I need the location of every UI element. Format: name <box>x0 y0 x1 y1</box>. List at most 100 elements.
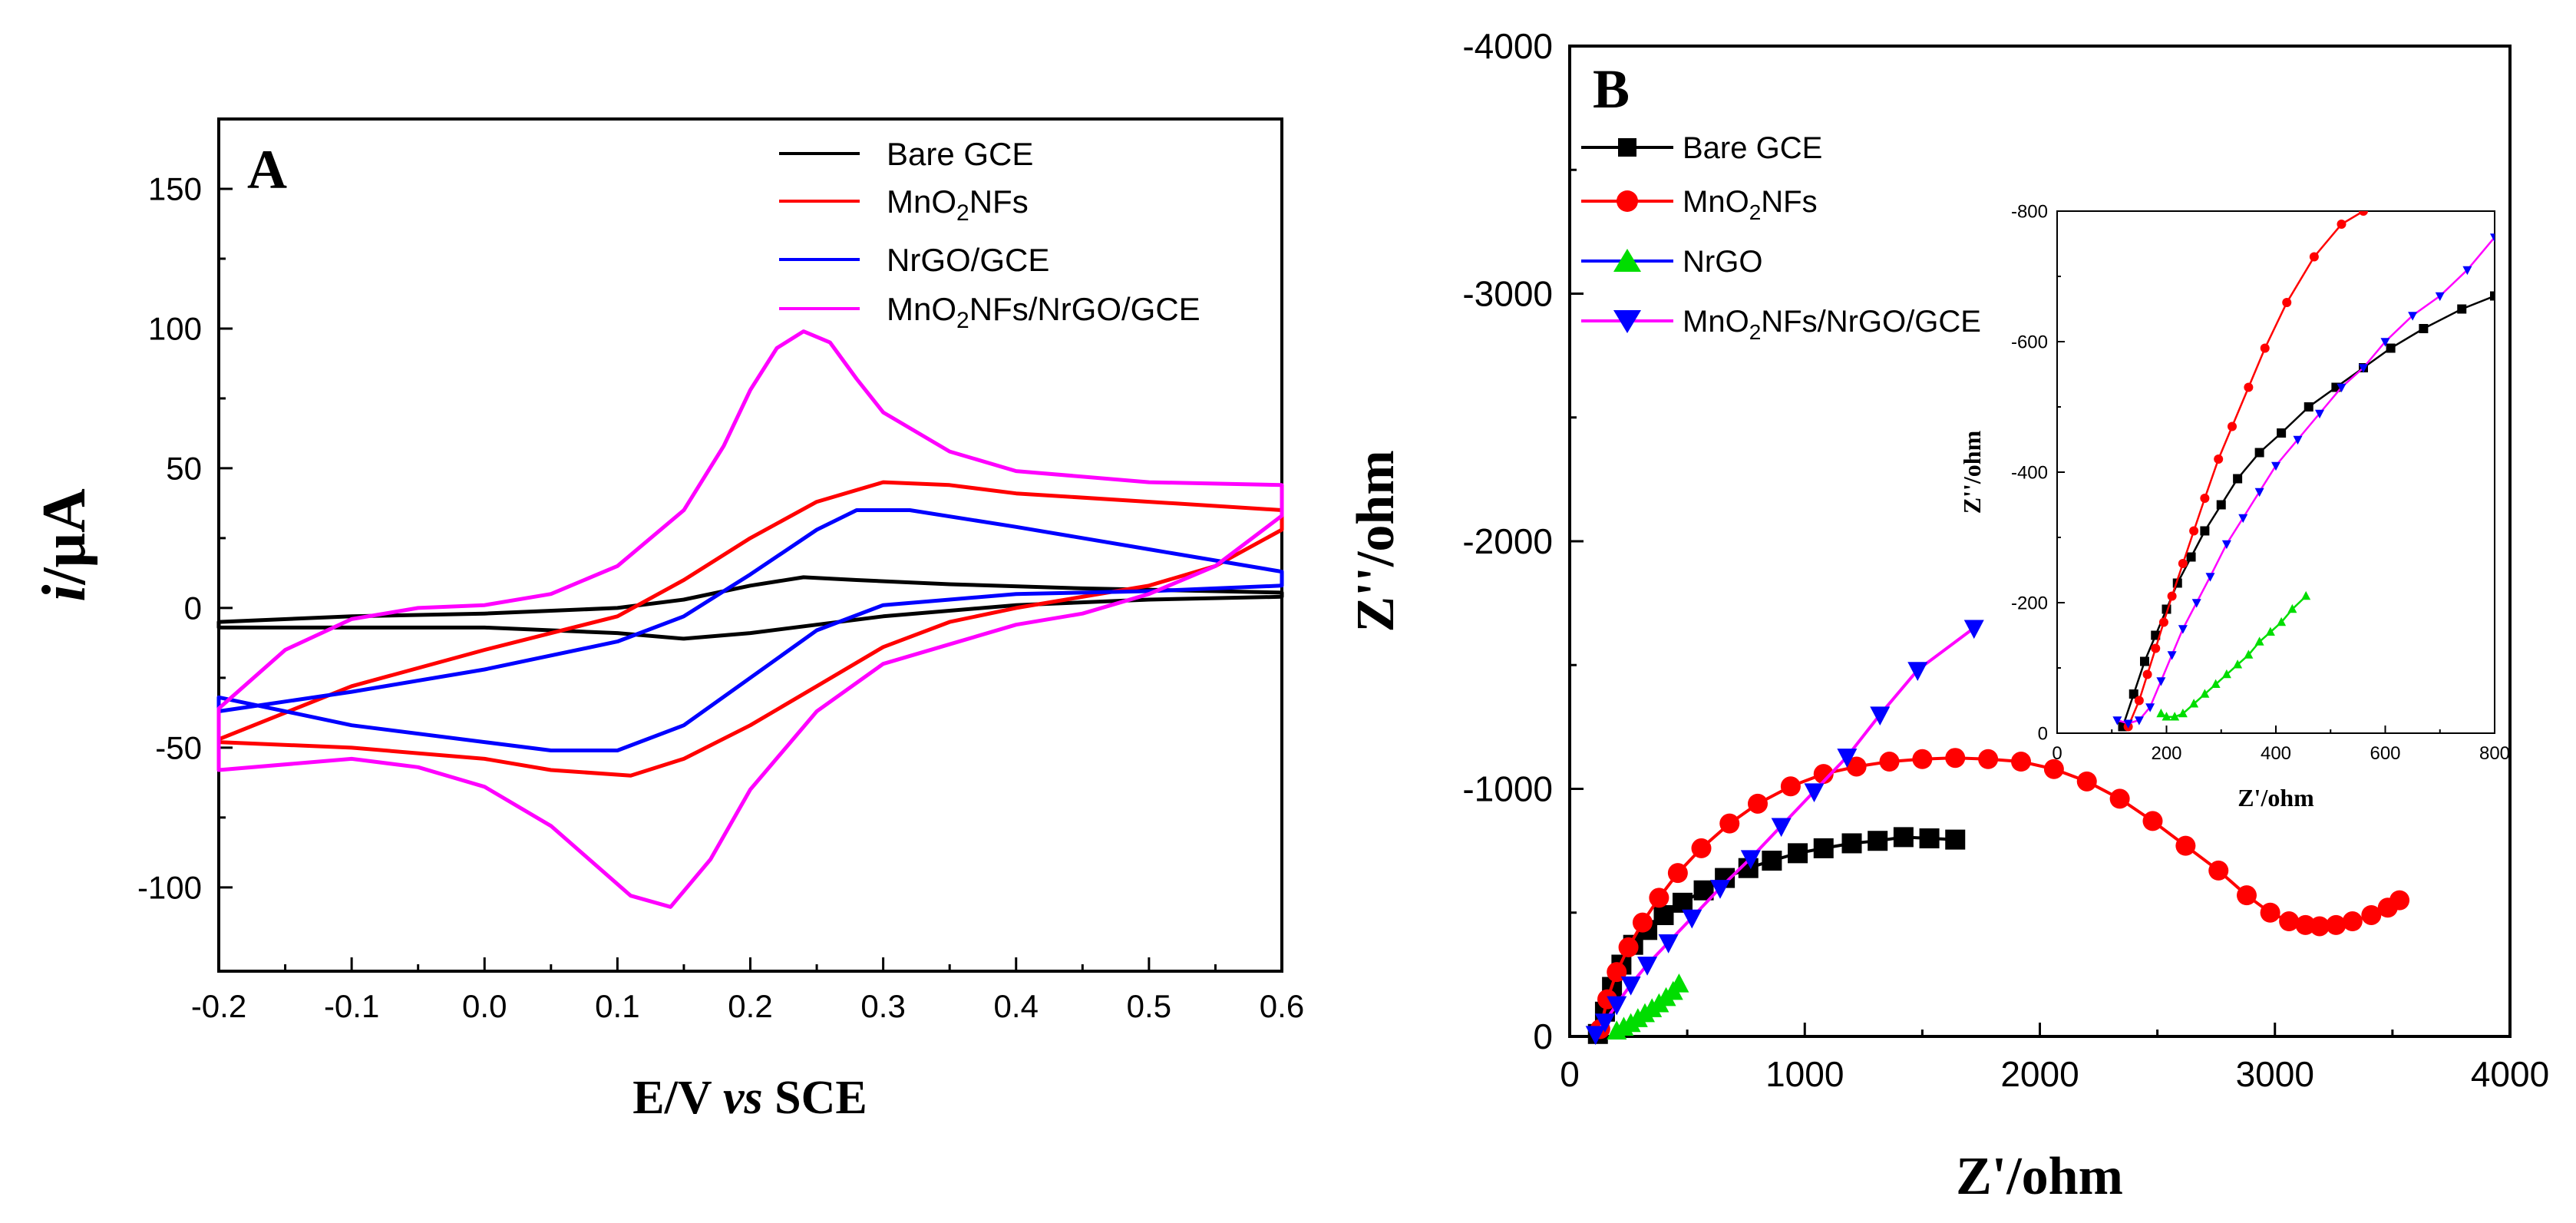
nyquist-point-mno2nfs-nrgo-gce <box>1837 749 1858 768</box>
inset-point-bare-gce <box>2457 304 2467 314</box>
nyquist-point-mno2nfs <box>1667 863 1688 884</box>
nyquist-point-mno2nfs-nrgo-gce <box>1870 706 1891 726</box>
inset-point-mno2nfs-nrgo-gce <box>2123 719 2133 729</box>
inset-series-clip <box>2112 211 2495 732</box>
x-tick-label: 0.1 <box>595 988 639 1024</box>
nyquist-point-mno2nfs <box>2237 885 2257 906</box>
legend-b-label-mno2nfs-nrgo-gce: MnO2NFs/NrGO/GCE <box>1683 305 1981 344</box>
x-tick-label: 400 <box>2261 743 2291 764</box>
panel-b-legend: Bare GCE MnO2NFs NrGO MnO2NFs/NrGO/GCE <box>1581 131 1981 344</box>
inset-point-nrgo <box>2200 689 2210 698</box>
legend-b-marker-triangle-down <box>1613 310 1641 333</box>
inset-plot-frame <box>2056 210 2495 734</box>
nyquist-point-mno2nfs-nrgo-gce <box>1740 850 1761 870</box>
inset-point-bare-gce <box>2277 428 2287 438</box>
inset-x-axis-label: Z'/ohm <box>2237 784 2314 811</box>
panel-a-letter: A <box>247 139 287 200</box>
x-tick-label: 1000 <box>1765 1054 1844 1094</box>
inset-point-mno2nfs-nrgo-gce <box>2221 540 2231 550</box>
inset-point-nrgo <box>2287 603 2297 613</box>
nyquist-point-bare-gce <box>1653 904 1674 925</box>
legend-b-label-nrgo: NrGO <box>1683 245 1762 279</box>
x-tick-label: 0.6 <box>1260 988 1304 1024</box>
inset-point-mno2nfs-nrgo-gce <box>2490 233 2495 243</box>
inset-point-bare-gce <box>2216 500 2226 510</box>
nyquist-point-mno2nfs-nrgo-gce <box>1658 934 1679 954</box>
inset-point-bare-gce <box>2304 402 2313 412</box>
nyquist-point-mno2nfs <box>2142 811 2163 831</box>
y-tick-label: -1000 <box>1462 769 1553 809</box>
nyquist-point-mno2nfs <box>2389 890 2410 911</box>
inset-point-nrgo <box>2233 659 2243 669</box>
inset-point-mno2nfs-nrgo-gce <box>2112 716 2122 726</box>
x-tick-label: 200 <box>2151 743 2181 764</box>
inset-point-bare-gce <box>2254 448 2264 458</box>
nyquist-point-mno2nfs-nrgo-gce <box>1907 662 1928 681</box>
nyquist-point-mno2nfs <box>1719 813 1740 834</box>
inset-point-mno2nfs <box>2244 382 2254 392</box>
inset-point-nrgo <box>2162 712 2171 721</box>
nyquist-point-mno2nfs <box>2309 916 2330 937</box>
inset-point-bare-gce <box>2233 474 2243 484</box>
nyquist-point-mno2nfs-nrgo-gce <box>1594 1013 1615 1033</box>
nyquist-point-bare-gce <box>1945 829 1966 850</box>
nyquist-point-mno2nfs <box>2260 902 2280 923</box>
x-tick-label: 0.0 <box>462 988 507 1024</box>
inset-point-nrgo <box>2211 679 2221 689</box>
inset-point-mno2nfs-nrgo-gce <box>2380 338 2390 347</box>
x-tick-label: 600 <box>2370 743 2400 764</box>
inset-point-bare-gce <box>2386 343 2396 353</box>
nyquist-point-mno2nfs <box>1649 888 1669 908</box>
nyquist-point-mno2nfs <box>2208 860 2229 881</box>
inset-point-mno2nfs <box>2337 220 2346 229</box>
nyquist-point-mno2nfs <box>1780 776 1801 797</box>
inset-point-mno2nfs-nrgo-gce <box>2254 488 2264 497</box>
inset-point-mno2nfs-nrgo-gce <box>2462 266 2472 276</box>
nyquist-point-mno2nfs-nrgo-gce <box>1771 818 1792 838</box>
nyquist-point-bare-gce <box>1841 833 1862 854</box>
inset-point-bare-gce <box>2186 552 2196 562</box>
nyquist-point-mno2nfs <box>1912 749 1933 769</box>
inset-series <box>2112 211 2495 732</box>
inset-point-bare-gce <box>2151 630 2161 640</box>
nyquist-point-mno2nfs-nrgo-gce <box>1620 976 1641 996</box>
nyquist-point-mno2nfs <box>1632 912 1653 933</box>
nyquist-point-mno2nfs-nrgo-gce <box>1682 909 1702 929</box>
x-tick-label: 0.3 <box>860 988 905 1024</box>
y-tick-label: 150 <box>148 171 202 207</box>
x-tick-label: 0 <box>2052 743 2062 764</box>
nyquist-point-mno2nfs <box>2175 835 2196 856</box>
inset-point-nrgo <box>2254 636 2264 646</box>
x-tick-label: 800 <box>2479 743 2510 764</box>
inset-point-mno2nfs-nrgo-gce <box>2435 292 2445 302</box>
legend-a-label-nrgo-gce: NrGO/GCE <box>887 242 1049 278</box>
inset-point-mno2nfs <box>2282 298 2292 307</box>
y-tick-label: 0 <box>1533 1016 1553 1056</box>
inset-point-mno2nfs-nrgo-gce <box>2156 677 2166 686</box>
panel-b-inset: 0 200 400 600 800 0 -200 -400 -600 -800 Z'/ohm Z'… <box>1958 201 2510 811</box>
inset-point-mno2nfs-nrgo-gce <box>2315 409 2324 419</box>
nyquist-point-mno2nfs <box>2326 914 2346 935</box>
nyquist-point-mno2nfs <box>2109 788 2130 809</box>
nyquist-point-bare-gce <box>1788 843 1808 864</box>
nyquist-point-bare-gce <box>1762 851 1782 871</box>
nyquist-point-mno2nfs <box>2076 771 2097 792</box>
inset-point-nrgo <box>2301 590 2311 600</box>
inset-point-bare-gce <box>2129 689 2138 699</box>
panel-b-y-axis-label: Z''/ohm <box>1346 450 1405 632</box>
nyquist-line-mno2nfs-nrgo-gce <box>1594 626 1975 1036</box>
nyquist-point-bare-gce <box>1868 831 1888 851</box>
legend-a-label-mno2nfs-nrgo-gce: MnO2NFs/NrGO/GCE <box>887 291 1200 333</box>
inset-point-mno2nfs <box>2214 454 2224 464</box>
inset-point-mno2nfs-nrgo-gce <box>2293 435 2303 445</box>
legend-b-marker-square <box>1618 138 1636 157</box>
panel-b-letter: B <box>1593 58 1630 120</box>
y-tick-label: 0 <box>184 590 202 626</box>
inset-point-mno2nfs <box>2151 643 2161 653</box>
nyquist-point-mno2nfs <box>1748 793 1768 814</box>
nyquist-point-bare-gce <box>1673 892 1693 913</box>
panel-a-legend: Bare GCE MnO2NFs NrGO/GCE MnO2NFs/NrGO/G… <box>779 136 1200 333</box>
inset-ticks: 0 200 400 600 800 0 -200 -400 -600 -800 <box>2011 201 2510 764</box>
nyquist-point-mno2nfs-nrgo-gce <box>1963 620 1984 640</box>
